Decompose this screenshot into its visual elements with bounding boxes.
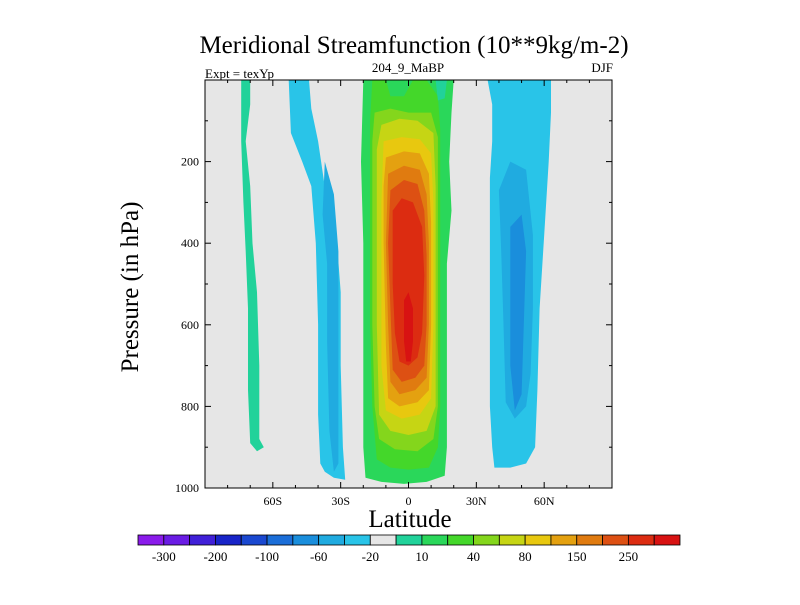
colorbar-label: -20 [362, 549, 379, 564]
colorbar-swatch [447, 534, 474, 546]
y-axis-ticks: 200 400 600 800 1000 [175, 120, 612, 495]
colorbar-swatch [498, 534, 526, 546]
colorbar-swatch [344, 534, 371, 546]
hadley-top-patch [435, 80, 447, 101]
y-axis-label: Pressure (in hPa) [117, 202, 144, 373]
colorbar-swatch [550, 534, 578, 546]
x-tick-label: 60S [263, 494, 282, 508]
colorbar-swatch [163, 534, 191, 546]
colorbar-label: -200 [204, 549, 228, 564]
x-tick-label: 0 [406, 494, 412, 508]
colorbar-swatch [627, 534, 655, 546]
colorbar-label: 150 [567, 549, 587, 564]
sh-ferrel-core [322, 161, 339, 472]
y-tick-label: 600 [181, 318, 199, 332]
y-tick-label: 800 [181, 399, 199, 413]
colorbar-swatch [576, 534, 603, 546]
colorbar-swatch [602, 534, 629, 546]
y-tick-label: 400 [181, 236, 199, 250]
colorbar-label: 250 [619, 549, 639, 564]
experiment-string: Expt = texYp [205, 66, 274, 81]
y-tick-label: 1000 [175, 481, 199, 495]
x-tick-label: 60N [534, 494, 555, 508]
colorbar-swatch [473, 534, 500, 546]
y-tick-label: 200 [181, 155, 199, 169]
colorbar-swatch [266, 534, 294, 546]
x-axis-label: Latitude [368, 506, 451, 533]
colorbar-label: 40 [467, 549, 480, 564]
nh-ferrel-core [510, 214, 527, 411]
colorbar-label: -300 [152, 549, 176, 564]
hadley-contour-9 [392, 198, 425, 366]
colorbar-swatch [189, 534, 216, 546]
period-string: 204_9_MaBP [372, 60, 444, 75]
x-tick-label: 30N [466, 494, 487, 508]
colorbar-swatch [369, 534, 397, 546]
colorbar-swatch [318, 534, 345, 546]
colorbar-label: 80 [519, 549, 532, 564]
chart-title: Meridional Streamfunction (10**9kg/m-2) [199, 32, 628, 59]
colorbar-label: -100 [255, 549, 279, 564]
plot-area [204, 79, 613, 489]
colorbar-swatch [421, 534, 449, 546]
colorbar-swatch [240, 534, 268, 546]
x-tick-label: 30S [331, 494, 350, 508]
colorbar-swatch [137, 534, 165, 546]
colorbar-swatch [524, 534, 552, 546]
colorbar-swatch [292, 534, 320, 546]
colorbar-label: -60 [310, 549, 327, 564]
colorbar-swatch [215, 534, 242, 546]
season-string: DJF [591, 60, 613, 75]
sh-polar-cell [241, 80, 264, 452]
colorbar-swatch [395, 534, 423, 546]
x-axis-ticks: 60S 30S 0 30N 60N [227, 80, 590, 508]
colorbar-label: 10 [415, 549, 428, 564]
colorbar-swatch [653, 534, 681, 546]
colorbar: -300 -200 -100 -60 -20 10 40 80 150 250 [137, 534, 681, 564]
hadley-contour-10 [404, 292, 413, 362]
